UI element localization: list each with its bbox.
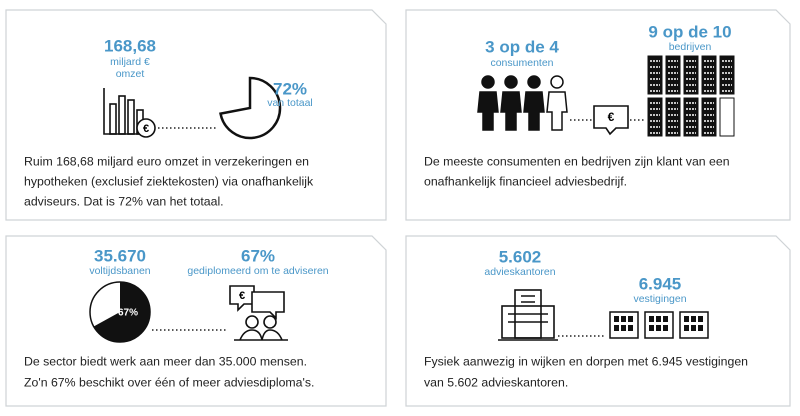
card [5,9,387,221]
description: Zo'n 67% beschikt over één of meer advie… [24,375,314,389]
branch-window [663,316,668,322]
headquarters-icon [498,289,558,341]
branch-window [656,316,661,322]
person-body [523,91,545,131]
branch-window [649,325,654,331]
branch-window [621,325,626,331]
office-buildings-icon [647,55,735,137]
stat-value: 168,68 [104,36,156,55]
branch-window [614,325,619,331]
stat-value: 72% [273,79,307,98]
description: adviseurs. Dat is 72% van het totaal. [24,194,224,208]
card [5,235,387,407]
branch-buildings-icon [609,311,709,339]
branch-window [684,325,689,331]
stat-value: 35.670 [94,246,146,265]
branch-window [691,325,696,331]
stat-caption: voltijdsbanen [89,265,150,277]
euro-symbol: € [608,110,615,124]
branch-window [691,316,696,322]
pie-slice [93,282,151,342]
description: Fysiek aanwezig in wijken en dorpen met … [424,354,748,368]
description: De meeste consumenten en bedrijven zijn … [424,154,730,168]
branch-window [684,316,689,322]
branch-window [656,325,661,331]
person-head [550,75,564,89]
stat-value: 6.945 [639,274,682,293]
branch-window [628,325,633,331]
person-head [481,75,495,89]
branch-window [621,316,626,322]
person-body [546,91,568,131]
branch-window [614,316,619,322]
description: van 5.602 advieskantoren. [424,375,568,389]
stat-caption: gediplomeerd om te adviseren [187,265,328,277]
stat-value: 3 op de 4 [485,37,559,56]
pie-chart [219,76,282,140]
stat-caption: omzet [116,68,145,80]
stat-caption: advieskantoren [484,266,555,278]
speech-bubble [593,105,629,136]
people-icon [477,75,568,131]
stat-value: 67% [241,246,275,265]
branch-window [628,316,633,322]
branch-window [663,325,668,331]
pie-chart: 67% [89,281,151,343]
branch-window [649,316,654,322]
description: Ruim 168,68 miljard euro omzet in verzek… [24,154,309,168]
stat-value: 5.602 [499,247,542,266]
euro-symbol: € [239,290,245,302]
person-body [500,91,522,131]
advisor-icon [229,285,288,341]
person-head [504,75,518,89]
card [405,235,791,407]
bar-icon [103,88,156,138]
stat-caption: van totaal [267,97,313,109]
pie-slice [219,76,282,140]
pie-label: 67% [118,308,138,319]
description: onafhankelijk financieel adviesbedrijf. [424,174,627,188]
stat-caption: bedrijven [669,41,712,53]
branch-window [698,325,703,331]
stat-caption: consumenten [490,57,553,69]
description: hypotheken (exclusief ziektekosten) via … [24,174,314,188]
branch-window [698,316,703,322]
person-body [477,91,499,131]
euro-symbol: € [143,123,149,135]
person-head [527,75,541,89]
stat-caption: vestigingen [633,293,686,305]
stat-value: 9 op de 10 [648,22,731,41]
description: De sector biedt werk aan meer dan 35.000… [24,354,307,368]
stat-caption: miljard € [110,56,150,68]
